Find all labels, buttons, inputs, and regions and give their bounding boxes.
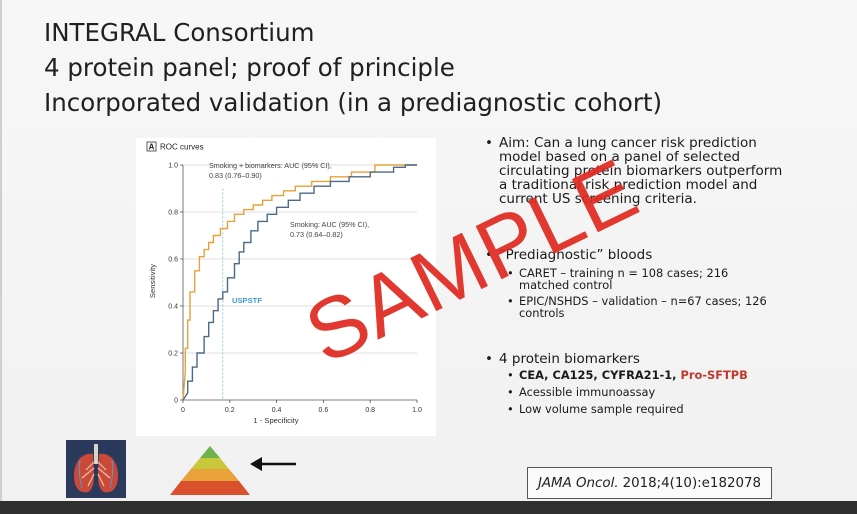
y-axis-label: Sensitivity bbox=[148, 264, 157, 298]
panel-label-box bbox=[146, 141, 157, 152]
sub-bullet-epic: • EPIC/NSHDS – validation – n=67 cases; … bbox=[507, 294, 777, 320]
sub-bullet-immunoassay-text: Acessible immunoassay bbox=[519, 385, 656, 399]
slide-title-line-1: INTEGRAL Consortium bbox=[44, 18, 315, 47]
x-tick-label: 0.2 bbox=[225, 407, 235, 414]
citation-journal: JAMA Oncol. bbox=[537, 475, 619, 491]
x-axis-label: 1 - Specificity bbox=[253, 416, 298, 425]
series-smoking-biomarkers-line bbox=[182, 164, 417, 401]
series-smoking-line bbox=[182, 164, 417, 401]
bullet-dot: • bbox=[507, 402, 514, 416]
sub-bullet-volume: • Low volume sample required bbox=[507, 402, 777, 416]
slide: INTEGRAL Consortium 4 protein panel; pro… bbox=[0, 0, 857, 501]
y-tick-label: 0.2 bbox=[168, 351, 178, 358]
arrow-left-icon bbox=[250, 457, 296, 471]
citation-reference: 2018;4(10):e182078 bbox=[622, 475, 762, 491]
lungs-illustration bbox=[66, 440, 126, 498]
bullet-biomarkers-text: 4 protein biomarkers bbox=[499, 351, 640, 367]
roc-chart: A ROC curves 0 0.2 0.4 0.6 0.8 1.0 0 0.2 0.4 0.6 0… bbox=[136, 138, 436, 436]
bullet-dot: • bbox=[485, 351, 493, 367]
bullet-dot: • bbox=[507, 368, 514, 382]
annotation-smoking-line1: Smoking: AUC (95% CI), bbox=[290, 220, 369, 229]
roc-chart-svg: A ROC curves 00.20.40.60.81.00 0.2 0.4 0.6 0… bbox=[146, 141, 422, 425]
x-tick-label: 0.4 bbox=[272, 407, 282, 414]
bullet-biomarkers: • 4 protein biomarkers bbox=[485, 352, 785, 366]
bullet-aim: • Aim: Can a lung cancer risk prediction… bbox=[485, 136, 785, 206]
annotation-combined-line1: Smoking + biomarkers: AUC (95% CI), bbox=[209, 161, 332, 170]
bullet-aim-text: Aim: Can a lung cancer risk prediction m… bbox=[499, 135, 783, 207]
x-tick-label: 0.6 bbox=[319, 407, 329, 414]
annotation-combined-line2: 0.83 (0.76–0.90) bbox=[209, 171, 262, 180]
biomarker-highlight: Pro-SFTPB bbox=[680, 368, 748, 382]
panel-label: A bbox=[149, 143, 155, 152]
slide-title-line-2: 4 protein panel; proof of principle bbox=[44, 53, 455, 82]
bullet-dot: • bbox=[485, 135, 493, 151]
sub-bullet-immunoassay: • Acessible immunoassay bbox=[507, 385, 777, 399]
y-tick-label: 0.4 bbox=[168, 304, 178, 311]
bullet-dot: • bbox=[507, 294, 514, 308]
bullet-bloods: • “Prediagnostic” bloods bbox=[485, 248, 785, 262]
bullet-dot: • bbox=[507, 385, 514, 399]
sub-bullet-biomarker-list: • CEA, CA125, CYFRA21-1, Pro-SFTPB bbox=[507, 368, 787, 382]
bullet-bloods-text: “Prediagnostic” bloods bbox=[499, 247, 653, 263]
sub-bullet-caret-text: CARET – training n = 108 cases; 216 matc… bbox=[519, 266, 729, 292]
biomarker-names: CEA, CA125, CYFRA21-1, bbox=[519, 368, 681, 382]
axes: 0 0.2 0.4 0.6 0.8 1.0 0 0.2 0.4 0.6 0.8 1.0 bbox=[168, 163, 422, 415]
sub-bullet-volume-text: Low volume sample required bbox=[519, 402, 684, 416]
y-tick-label: 0.8 bbox=[168, 210, 178, 217]
annotation-smoking-line2: 0.73 (0.64–0.82) bbox=[290, 230, 343, 239]
annotation-uspstf: USPSTF bbox=[232, 296, 262, 305]
x-tick-label: 0.8 bbox=[365, 407, 375, 414]
bottom-bar bbox=[0, 501, 857, 514]
bullet-dot: • bbox=[507, 266, 514, 280]
sub-bullet-biomarker-list-text: CEA, CA125, CYFRA21-1, Pro-SFTPB bbox=[507, 368, 787, 382]
sub-bullet-epic-text: EPIC/NSHDS – validation – n=67 cases; 12… bbox=[519, 294, 767, 320]
y-tick-label: 1.0 bbox=[168, 163, 178, 170]
chart-title: ROC curves bbox=[160, 143, 204, 152]
series-lines bbox=[182, 164, 417, 401]
evidence-pyramid bbox=[170, 446, 296, 495]
y-tick-label: 0.6 bbox=[168, 257, 178, 264]
x-tick-label: 0 bbox=[181, 407, 185, 414]
slide-title-line-3: Incorporated validation (in a prediagnos… bbox=[44, 88, 663, 117]
x-tick-label: 1.0 bbox=[412, 407, 422, 414]
citation-box: JAMA Oncol. 2018;4(10):e182078 bbox=[527, 467, 772, 499]
y-tick-label: 0 bbox=[174, 398, 178, 405]
sub-bullet-caret: • CARET – training n = 108 cases; 216 ma… bbox=[507, 266, 777, 292]
bullet-dot: • bbox=[485, 247, 493, 263]
